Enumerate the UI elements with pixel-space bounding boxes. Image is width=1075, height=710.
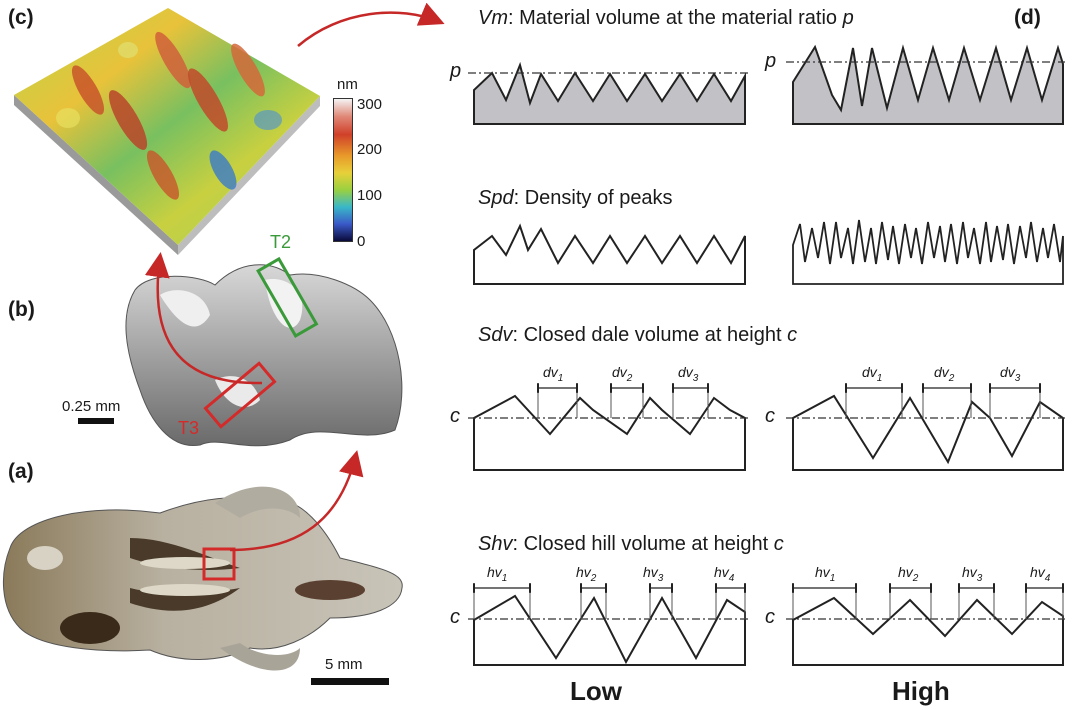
region-t3-box (203, 361, 277, 429)
spd-profile-low (473, 223, 746, 285)
vm-title: Vm: Material volume at the material rati… (478, 7, 854, 30)
dv2-label-high: dv2 (934, 364, 955, 384)
skull-scale-label: 5 mm (325, 656, 363, 673)
shv-title: Shv: Closed hill volume at height c (478, 533, 784, 556)
sdv-description: : Closed dale volume at height (512, 324, 788, 346)
arrow-c-to-d (297, 2, 445, 47)
panel-label-a: (a) (8, 460, 34, 483)
hv3-label-high: hv3 (962, 564, 983, 584)
dv3-label-low: dv3 (678, 364, 699, 384)
hv4-label-high: hv4 (1030, 564, 1051, 584)
hv3-label-low: hv3 (643, 564, 664, 584)
colorbar-tick-100: 100 (357, 187, 383, 204)
spd-title: Spd: Density of peaks (478, 187, 673, 210)
sdv-axis-label-low: c (450, 405, 460, 427)
shv-axis-label-high: c (765, 606, 775, 628)
shv-variable: c (773, 533, 784, 555)
colorbar-tick-0: 0 (357, 233, 366, 250)
sdv-symbol: Sdv (478, 324, 513, 346)
sdv-variable: c (787, 324, 798, 346)
shv-profile-high (786, 583, 1065, 666)
panel-label-b: (b) (8, 298, 35, 321)
vm-axis-label-high: p (765, 50, 777, 72)
panel-label-c: (c) (8, 6, 34, 29)
region-t2-label: T2 (270, 232, 292, 252)
spd-symbol: Spd (478, 187, 514, 209)
column-label-low: Low (570, 676, 622, 706)
panel-label-d: (d) (1014, 6, 1041, 29)
shv-symbol: Shv (478, 533, 513, 555)
colorbar-unit: nm (337, 76, 358, 93)
colorbar (333, 98, 353, 242)
dv3-label-high: dv3 (1000, 364, 1021, 384)
spd-profile-high (792, 219, 1064, 285)
arrow-a-to-b (229, 450, 364, 552)
skull-scale-bar (311, 678, 389, 685)
skull-region-box (202, 547, 236, 581)
tooth-scale-bar (78, 418, 114, 424)
hv2-label-low: hv2 (576, 564, 597, 584)
surface-ridges (56, 31, 282, 200)
colorbar-tick-300: 300 (357, 96, 383, 113)
arrow-b-to-c (144, 252, 263, 385)
vm-symbol: Vm (478, 7, 508, 29)
shv-axis-label-low: c (450, 606, 460, 628)
dv2-label-low: dv2 (612, 364, 633, 384)
vm-axis-label-low: p (450, 60, 462, 82)
dv1-label-high: dv1 (862, 364, 883, 384)
vm-description: : Material volume at the material ratio (508, 7, 843, 29)
hv1-label-low: hv1 (487, 564, 508, 584)
hv2-label-high: hv2 (898, 564, 919, 584)
vm-variable: p (842, 7, 854, 29)
region-t2-box (256, 256, 319, 338)
shv-profile-low (468, 583, 748, 666)
spd-description: : Density of peaks (513, 187, 673, 209)
vm-profile-high (786, 44, 1065, 125)
dv1-label-low: dv1 (543, 364, 564, 384)
sdv-profile-low (468, 383, 748, 471)
sdv-axis-label-high: c (765, 405, 775, 427)
hv4-label-low: hv4 (714, 564, 735, 584)
vm-profile-low (468, 61, 748, 125)
region-t3-label: T3 (178, 418, 200, 438)
shv-description: : Closed hill volume at height (512, 533, 774, 555)
sdv-title: Sdv: Closed dale volume at height c (478, 324, 797, 347)
hv1-label-high: hv1 (815, 564, 836, 584)
colorbar-tick-200: 200 (357, 141, 383, 158)
skull-image (2, 486, 403, 671)
column-label-high: High (892, 676, 950, 706)
surface-3d-image (14, 8, 320, 255)
sdv-profile-high (786, 383, 1065, 471)
tooth-scale-label: 0.25 mm (62, 398, 121, 415)
